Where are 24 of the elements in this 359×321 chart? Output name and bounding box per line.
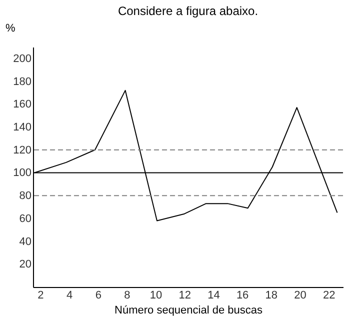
y-tick-label: 40 <box>19 236 32 248</box>
y-tick-label: 200 <box>13 52 32 65</box>
x-tick-label: 18 <box>265 290 278 302</box>
y-axis-title: % <box>6 22 16 34</box>
x-axis-title: Número sequencial de buscas <box>114 304 263 316</box>
x-tick-label: 16 <box>236 290 249 302</box>
x-tick-label: 12 <box>178 290 192 302</box>
x-tick-label: 6 <box>95 290 102 302</box>
y-tick-label: 60 <box>19 212 32 225</box>
y-tick-label: 120 <box>13 144 32 156</box>
chart-title: Considere a figura abaixo. <box>118 4 258 18</box>
x-tick-label: 8 <box>124 290 130 302</box>
y-tick-label: 140 <box>13 122 32 134</box>
x-tick-label: 4 <box>66 290 73 302</box>
x-tick-label: 2 <box>38 290 44 302</box>
y-tick-label: 100 <box>13 167 32 180</box>
y-tick-label: 20 <box>19 258 32 271</box>
y-tick-label: 160 <box>13 98 32 111</box>
y-tick-label: 180 <box>13 76 32 88</box>
x-tick-label: 22 <box>322 290 336 302</box>
x-tick-label: 14 <box>208 290 220 302</box>
x-tick-label: 20 <box>294 290 306 302</box>
x-tick-label: 10 <box>150 290 162 302</box>
y-tick-label: 80 <box>19 190 32 202</box>
